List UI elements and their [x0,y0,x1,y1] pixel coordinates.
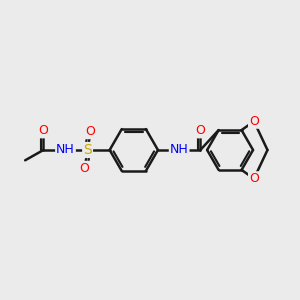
Text: O: O [195,124,205,137]
Text: O: O [38,124,48,137]
Text: NH: NH [56,143,75,157]
Text: S: S [83,143,92,157]
Text: O: O [249,172,259,185]
Text: O: O [249,115,259,128]
Text: NH: NH [170,143,188,157]
Text: O: O [80,162,90,175]
Text: O: O [85,125,95,138]
